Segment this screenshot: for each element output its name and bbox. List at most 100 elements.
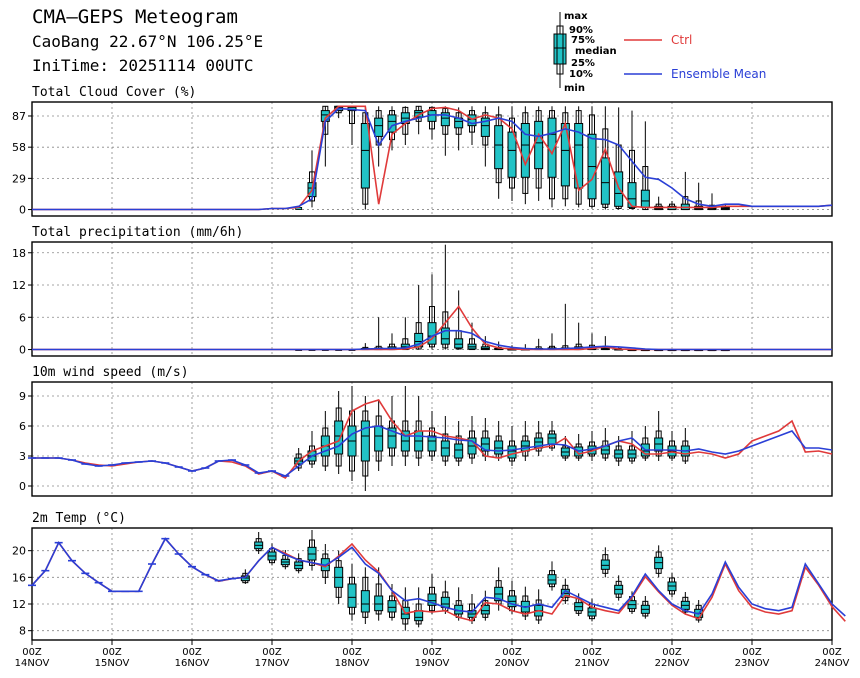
- ensemble-box: [560, 106, 570, 207]
- box-body: [520, 123, 530, 178]
- ensemble-box: [480, 106, 490, 167]
- ensemble-box: [614, 107, 624, 210]
- ensemble-box: [387, 106, 397, 151]
- ensemble-box: [374, 317, 384, 351]
- legend-mean-label: Ensemble Mean: [671, 67, 766, 81]
- ensemble-box: [494, 106, 504, 199]
- ensemble-box: [507, 426, 517, 466]
- box-body: [360, 590, 370, 613]
- wind-speed-panel: 10m wind speed (m/s) 0 3 6 9: [19, 365, 833, 497]
- box-body: [547, 433, 557, 445]
- ensemble-box: [667, 431, 677, 461]
- y-tick-label: 9: [19, 390, 26, 403]
- box-body: [547, 574, 557, 585]
- box-body: [480, 117, 490, 137]
- x-hour-label: 00Z: [262, 647, 282, 658]
- y-tick-label: 6: [19, 420, 26, 433]
- legend-p75-label: 75%: [571, 35, 595, 46]
- ensemble-box: [560, 436, 570, 461]
- box-body: [334, 420, 344, 455]
- y-tick-label: 0: [19, 204, 26, 217]
- box-body: [494, 125, 504, 170]
- cloud-cover-panel: Total Cloud Cover (%) 0 29 58 87: [12, 85, 833, 217]
- ensemble-box: [587, 431, 597, 461]
- ensemble-box: [360, 396, 370, 491]
- ensemble-box: [547, 106, 557, 208]
- precipitation-frame: [31, 241, 833, 357]
- ensemble-box: [440, 416, 450, 466]
- legend: max 90% 75% median 25% 10% min Ctrl Ense…: [553, 11, 766, 94]
- ensemble-box: [640, 121, 650, 211]
- ensemble-box: [387, 333, 397, 351]
- ensemble-box: [574, 593, 584, 616]
- box-body: [374, 595, 384, 612]
- x-day-label: 23NOV: [735, 658, 770, 669]
- legend-box-inner: [556, 25, 564, 75]
- x-hour-label: 00Z: [742, 647, 762, 658]
- ensemble-box: [547, 333, 557, 351]
- ensemble-box: [574, 434, 584, 461]
- box-body: [427, 435, 437, 452]
- ensemble-box: [614, 575, 624, 601]
- x-hour-label: 00Z: [662, 647, 682, 658]
- ensemble-box: [520, 106, 530, 205]
- ensemble-box: [654, 545, 664, 578]
- legend-max-label: max: [564, 11, 588, 22]
- mean-series-line: [32, 329, 832, 351]
- ensemble-box: [547, 561, 557, 591]
- y-tick-label: 6: [19, 311, 26, 324]
- legend-p10-label: 10%: [569, 69, 593, 80]
- y-tick-label: 20: [12, 545, 26, 558]
- x-day-label: 21NOV: [575, 658, 610, 669]
- box-body: [387, 114, 397, 133]
- ensemble-box: [440, 106, 450, 156]
- ensemble-box: [520, 421, 530, 461]
- init-time-label: IniTime: 20251114 00UTC: [32, 56, 254, 75]
- y-tick-label: 12: [12, 279, 26, 292]
- ensemble-box: [294, 553, 304, 574]
- box-body: [467, 114, 477, 127]
- ensemble-box: [480, 590, 490, 621]
- box-body: [360, 123, 370, 189]
- y-tick-label: 0: [19, 344, 26, 357]
- x-day-label: 17NOV: [255, 658, 290, 669]
- ensemble-box: [440, 580, 450, 614]
- x-day-label: 18NOV: [335, 658, 370, 669]
- box-body: [600, 157, 610, 205]
- y-tick-label: 12: [12, 598, 26, 611]
- ensemble-box: [600, 106, 610, 210]
- box-body: [360, 420, 370, 462]
- box-outer-range: [642, 166, 649, 211]
- ensemble-box: [320, 411, 330, 471]
- box-body: [560, 123, 570, 187]
- box-body: [480, 604, 490, 615]
- box-body: [534, 120, 544, 170]
- ensemble-box: [494, 421, 504, 461]
- box-body: [454, 443, 464, 459]
- x-day-label: 14NOV: [15, 658, 50, 669]
- ensemble-box: [400, 317, 410, 351]
- ensemble-box: [414, 285, 424, 350]
- ensemble-box: [574, 322, 584, 351]
- x-day-label: 24NOV: [815, 658, 850, 669]
- precipitation-panel: Total precipitation (mm/6h) 0 6 12 18: [12, 225, 833, 357]
- x-day-label: 20NOV: [495, 658, 530, 669]
- box-body: [627, 182, 637, 208]
- box-body: [507, 445, 517, 459]
- legend-ctrl-label: Ctrl: [671, 33, 692, 47]
- x-day-label: 19NOV: [415, 658, 450, 669]
- ensemble-box: [440, 244, 450, 350]
- box-body: [374, 425, 384, 452]
- ensemble-box: [654, 411, 664, 461]
- ensemble-box: [534, 421, 544, 456]
- box-body: [454, 338, 464, 349]
- ensemble-box: [454, 421, 464, 466]
- ensemble-box: [374, 106, 384, 167]
- ensemble-box: [534, 589, 544, 624]
- ensemble-box: [254, 532, 264, 554]
- ensemble-box: [600, 547, 610, 578]
- temperature-panel: 2m Temp (°C) 8 12 16 20: [12, 511, 846, 641]
- ensemble-box: [520, 586, 530, 620]
- box-body: [374, 117, 384, 137]
